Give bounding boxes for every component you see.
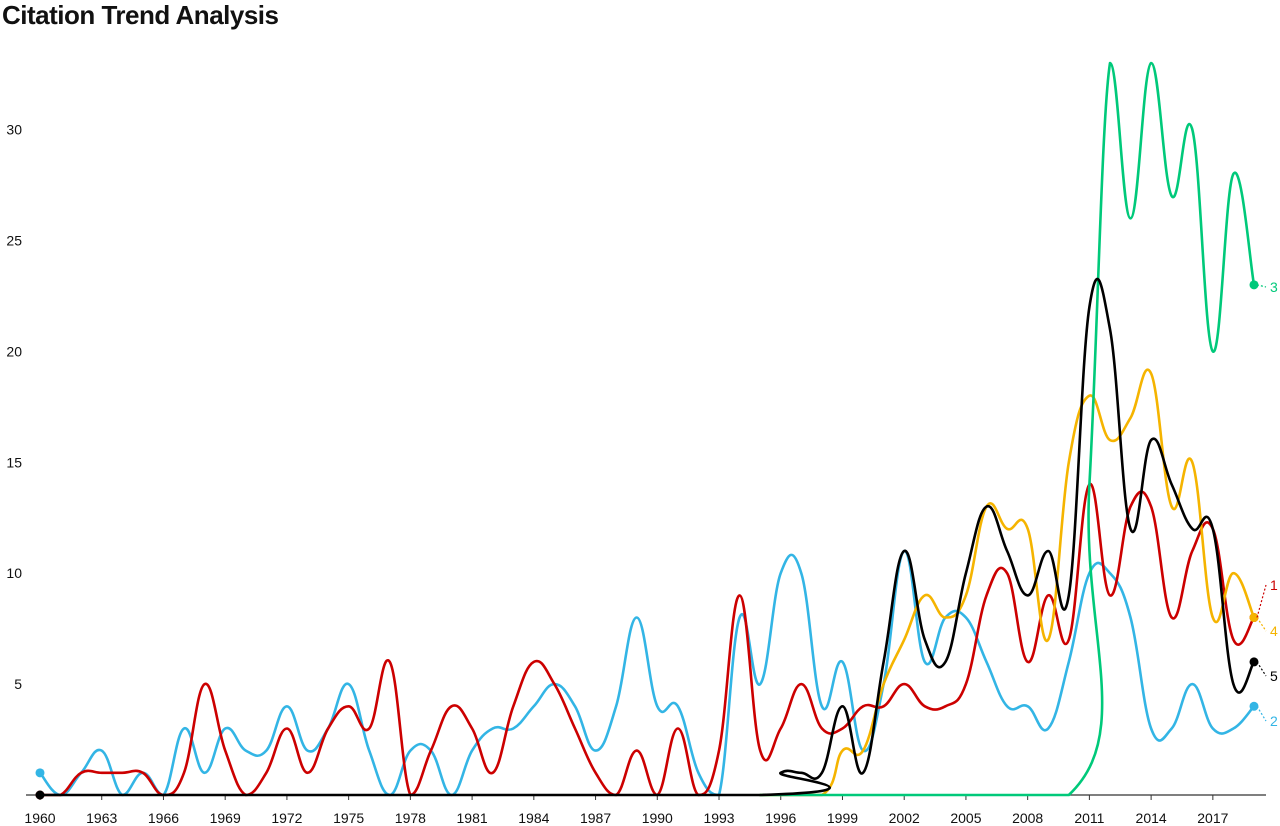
series-start-point-2 — [35, 768, 45, 778]
end-label-leader-2 — [1256, 705, 1267, 722]
series-end-point-3 — [1249, 280, 1259, 290]
series-line-5 — [38, 277, 1256, 797]
x-tick-label: 1984 — [518, 810, 549, 826]
y-tick-label: 25 — [6, 232, 22, 248]
y-tick-label: 5 — [14, 676, 22, 692]
x-tick-label: 1969 — [210, 810, 241, 826]
x-tick-label: 1981 — [457, 810, 488, 826]
y-tick-label: 20 — [6, 343, 22, 359]
end-label-leader-3 — [1256, 284, 1267, 288]
series-end-label-2: 2 — [1270, 713, 1278, 729]
axis-layer: 1960 1963 1966 1969 1972 1975 1978 1981 1984 1987… — [6, 122, 1266, 826]
x-tick-label: 2017 — [1197, 810, 1228, 826]
chart-title: Citation Trend Analysis — [2, 0, 279, 30]
series-4 — [758, 368, 1259, 797]
series-line-2 — [38, 549, 1256, 797]
x-tick-label: 1960 — [24, 810, 55, 826]
x-tick-label: 1990 — [642, 810, 673, 826]
x-tick-label: 1996 — [765, 810, 796, 826]
x-tick-label: 2011 — [1074, 810, 1104, 826]
x-tick-label: 2002 — [889, 810, 920, 826]
x-tick-label: 2005 — [950, 810, 981, 826]
series-end-label-5: 5 — [1270, 668, 1278, 684]
series-end-point-2 — [1249, 701, 1259, 711]
series-start-point-5 — [35, 790, 45, 800]
series-line-1 — [38, 483, 1256, 797]
series-2 — [35, 549, 1259, 797]
series-line-4 — [758, 368, 1256, 797]
x-tick-label: 1993 — [703, 810, 734, 826]
x-tick-label: 1972 — [271, 810, 302, 826]
y-tick-label: 15 — [6, 454, 22, 470]
series-3 — [758, 61, 1259, 797]
y-tick-label: 30 — [6, 122, 22, 138]
x-tick-label: 1966 — [148, 810, 179, 826]
series-end-label-1: 1 — [1270, 577, 1278, 593]
x-tick-label: 1978 — [395, 810, 426, 826]
series-end-label-3: 3 — [1270, 279, 1278, 295]
x-tick-label: 2014 — [1136, 810, 1167, 826]
label-layer: 2 1 4 3 5 — [1256, 279, 1278, 729]
x-tick-label: 1975 — [333, 810, 364, 826]
series-layer — [35, 61, 1259, 800]
series-line-3 — [758, 61, 1256, 797]
series-end-label-4: 4 — [1270, 623, 1278, 639]
x-tick-label: 2008 — [1012, 810, 1043, 826]
end-label-leader-1 — [1256, 584, 1267, 618]
x-tick-label: 1999 — [827, 810, 858, 826]
series-5 — [35, 277, 1259, 800]
end-label-leader-5 — [1256, 661, 1267, 677]
x-tick-label: 1987 — [580, 810, 611, 826]
series-end-point-4 — [1249, 613, 1259, 623]
series-end-point-5 — [1249, 657, 1259, 667]
y-tick-label: 10 — [6, 565, 22, 581]
end-label-leader-4 — [1256, 617, 1267, 632]
x-tick-label: 1963 — [86, 810, 117, 826]
